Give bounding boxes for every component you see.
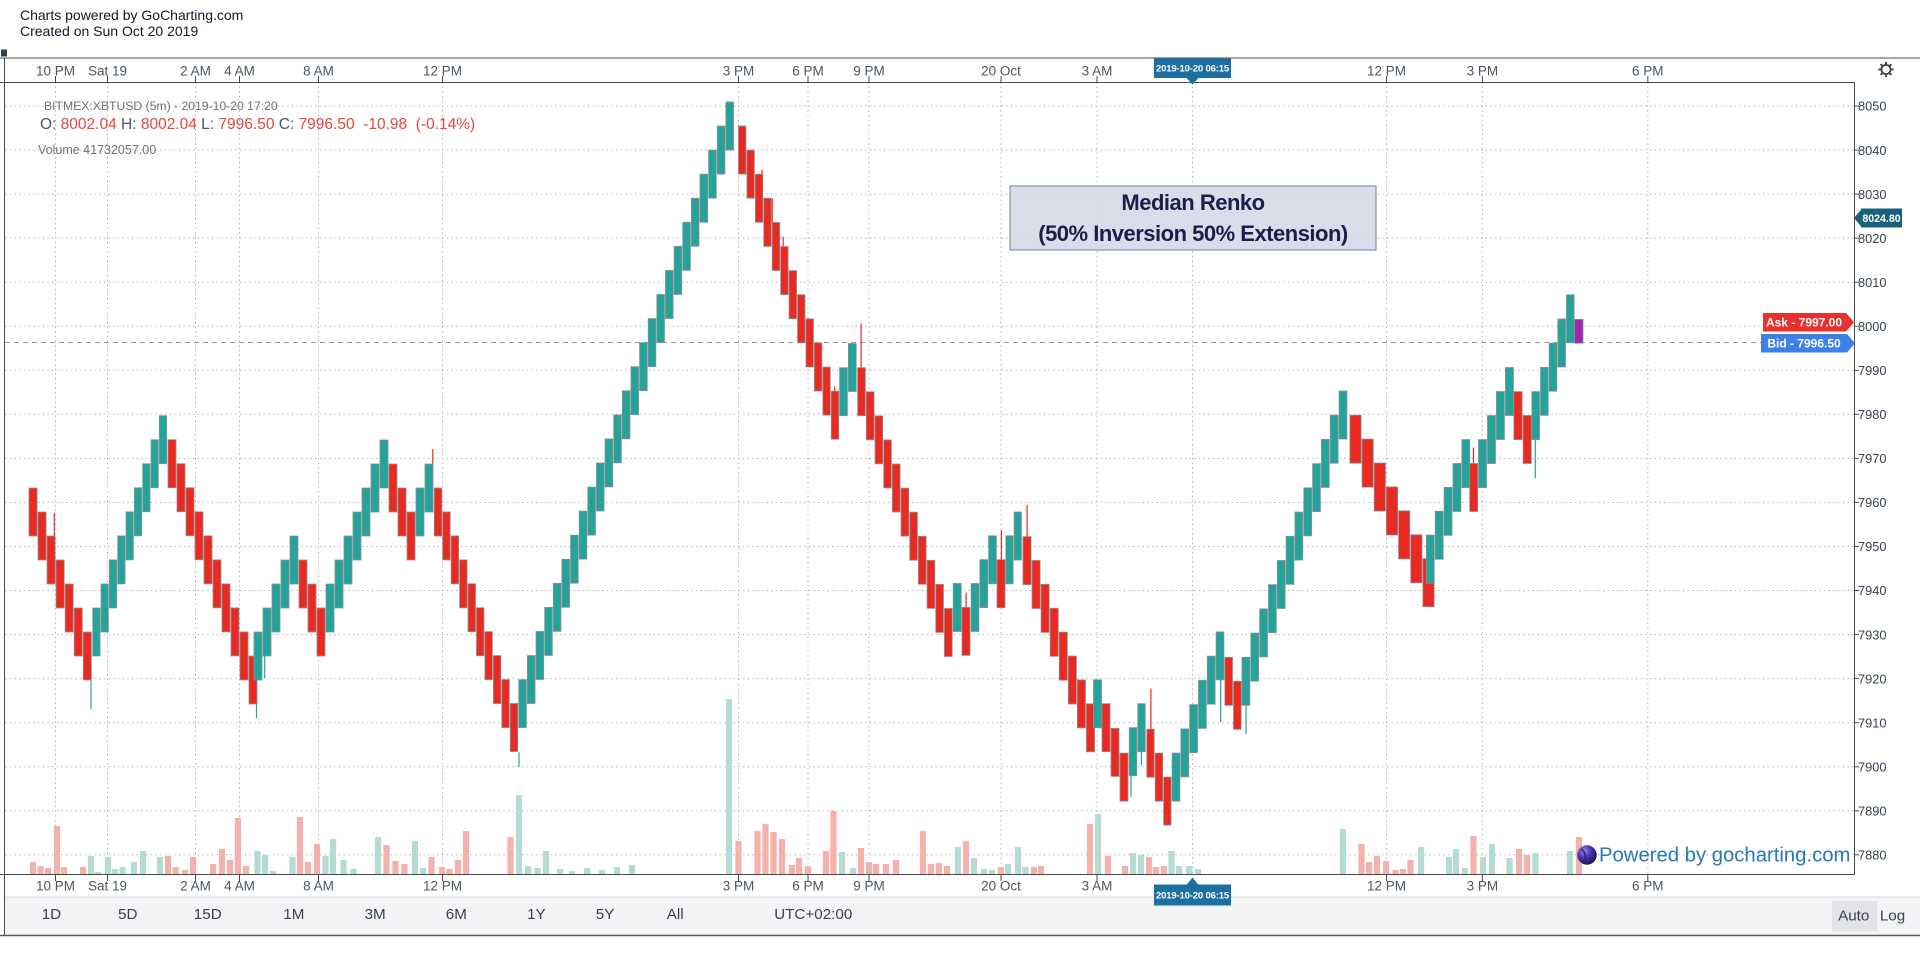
svg-text:3 PM: 3 PM — [1467, 64, 1499, 79]
svg-text:7960: 7960 — [1858, 495, 1886, 510]
svg-text:2 AM: 2 AM — [180, 64, 211, 79]
svg-text:7970: 7970 — [1858, 451, 1886, 466]
svg-text:7950: 7950 — [1858, 539, 1886, 554]
svg-text:8000: 8000 — [1858, 319, 1886, 334]
svg-text:7980: 7980 — [1858, 407, 1886, 422]
svg-text:12 PM: 12 PM — [423, 64, 462, 79]
svg-text:1Y: 1Y — [527, 906, 546, 923]
svg-text:9 PM: 9 PM — [853, 64, 885, 79]
svg-text:3 PM: 3 PM — [1467, 879, 1499, 894]
svg-text:7940: 7940 — [1858, 583, 1886, 598]
svg-text:3 PM: 3 PM — [723, 64, 755, 79]
svg-text:Volume 41732057.00: Volume 41732057.00 — [38, 143, 156, 157]
svg-text:5D: 5D — [118, 906, 137, 923]
svg-text:2 AM: 2 AM — [180, 879, 211, 894]
svg-text:8 AM: 8 AM — [303, 64, 334, 79]
svg-text:UTC+02:00: UTC+02:00 — [774, 906, 852, 923]
svg-text:20 Oct: 20 Oct — [981, 879, 1021, 894]
svg-text:3 AM: 3 AM — [1082, 879, 1113, 894]
svg-text:2019-10-20 06:15: 2019-10-20 06:15 — [1156, 891, 1230, 902]
svg-text:Median Renko: Median Renko — [1121, 190, 1264, 215]
svg-text:Log: Log — [1880, 908, 1905, 925]
svg-text:6 PM: 6 PM — [792, 64, 824, 79]
svg-text:Bid - 7996.50: Bid - 7996.50 — [1767, 337, 1841, 351]
svg-text:1D: 1D — [42, 906, 61, 923]
svg-text:7880: 7880 — [1858, 848, 1886, 863]
svg-text:2019-10-20 06:15: 2019-10-20 06:15 — [1156, 64, 1230, 75]
svg-text:1M: 1M — [283, 906, 304, 923]
svg-text:3M: 3M — [365, 906, 386, 923]
svg-text:10 PM: 10 PM — [36, 64, 75, 79]
svg-text:Created on Sun Oct 20 2019: Created on Sun Oct 20 2019 — [20, 23, 198, 39]
svg-text:3 AM: 3 AM — [1082, 64, 1113, 79]
svg-text:7910: 7910 — [1858, 715, 1886, 730]
svg-text:10 PM: 10 PM — [36, 879, 75, 894]
svg-text:8050: 8050 — [1858, 99, 1886, 114]
svg-text:6 PM: 6 PM — [1632, 879, 1664, 894]
svg-text:8020: 8020 — [1858, 231, 1886, 246]
svg-text:12 PM: 12 PM — [1367, 64, 1406, 79]
svg-text:7900: 7900 — [1858, 760, 1886, 775]
svg-text:8024.80: 8024.80 — [1862, 213, 1900, 225]
svg-text:Sat 19: Sat 19 — [88, 879, 127, 894]
svg-text:4 AM: 4 AM — [224, 879, 255, 894]
svg-text:Auto: Auto — [1838, 908, 1869, 925]
svg-text:3 PM: 3 PM — [723, 879, 755, 894]
svg-text:6 PM: 6 PM — [1632, 64, 1664, 79]
svg-text:8030: 8030 — [1858, 187, 1886, 202]
svg-text:7930: 7930 — [1858, 627, 1886, 642]
svg-text:Charts powered by GoCharting.c: Charts powered by GoCharting.com — [20, 7, 243, 23]
svg-text:7890: 7890 — [1858, 804, 1886, 819]
svg-text:20 Oct: 20 Oct — [981, 64, 1021, 79]
svg-text:(50% Inversion 50% Extension): (50% Inversion 50% Extension) — [1038, 221, 1348, 246]
svg-text:15D: 15D — [194, 906, 222, 923]
svg-text:Sat 19: Sat 19 — [88, 64, 127, 79]
svg-text:12 PM: 12 PM — [423, 879, 462, 894]
svg-text:12 PM: 12 PM — [1367, 879, 1406, 894]
svg-text:O: 8002.04 H: 8002.04 L: 7996.: O: 8002.04 H: 8002.04 L: 7996.50 C: 7996… — [40, 116, 475, 133]
svg-text:9 PM: 9 PM — [853, 879, 885, 894]
svg-text:Powered by gocharting.com: Powered by gocharting.com — [1599, 845, 1850, 867]
svg-text:5Y: 5Y — [596, 906, 615, 923]
svg-text:7920: 7920 — [1858, 671, 1886, 686]
svg-text:6 PM: 6 PM — [792, 879, 824, 894]
svg-text:Ask - 7997.00: Ask - 7997.00 — [1766, 316, 1842, 330]
svg-text:4 AM: 4 AM — [224, 64, 255, 79]
svg-text:BITMEX:XBTUSD (5m) - 2019-10-2: BITMEX:XBTUSD (5m) - 2019-10-20 17:20 — [44, 99, 278, 113]
svg-text:8040: 8040 — [1858, 143, 1886, 158]
svg-text:8 AM: 8 AM — [303, 879, 334, 894]
svg-text:All: All — [667, 906, 684, 923]
svg-text:7990: 7990 — [1858, 363, 1886, 378]
svg-text:8010: 8010 — [1858, 275, 1886, 290]
svg-text:6M: 6M — [446, 906, 467, 923]
